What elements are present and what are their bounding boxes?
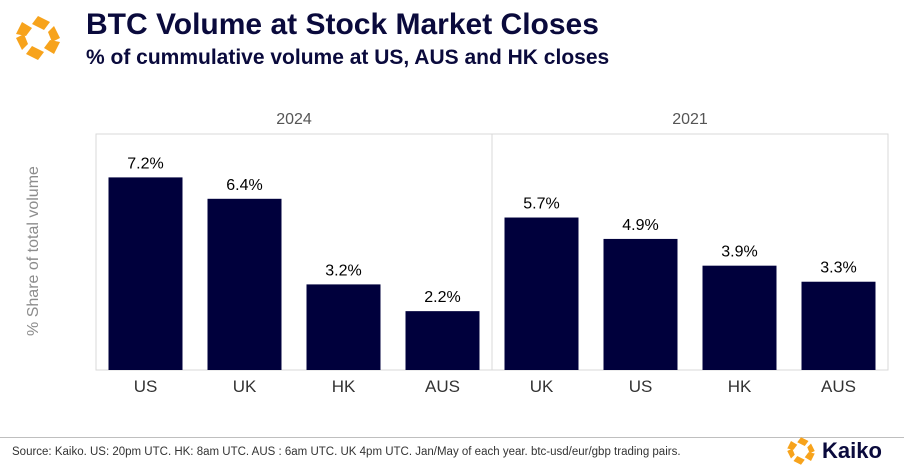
x-tick-label: HK bbox=[728, 377, 752, 396]
data-label: 7.2% bbox=[127, 155, 163, 172]
x-tick-label: HK bbox=[332, 377, 356, 396]
bar-chart: % Share of total volume 2024 7.2% US 6.4% UK… bbox=[25, 111, 889, 396]
brand-name: Kaiko bbox=[822, 438, 882, 463]
bar-2024-UK bbox=[207, 198, 282, 370]
data-label: 3.2% bbox=[325, 262, 361, 279]
kaiko-logo-icon bbox=[16, 16, 60, 60]
y-axis-label: % Share of total volume bbox=[25, 166, 42, 336]
x-tick-label: AUS bbox=[425, 377, 460, 396]
source-note: Source: Kaiko. US: 20pm UTC. HK: 8am UTC… bbox=[12, 446, 681, 458]
x-tick-label: US bbox=[629, 377, 653, 396]
chart-panels: 2024 7.2% US 6.4% UK 3.2% HK 2.2% AUS 2021 5.7% UK 4… bbox=[95, 111, 889, 396]
data-label: 6.4% bbox=[226, 177, 262, 194]
bar-2021-US bbox=[603, 238, 678, 370]
x-tick-label: AUS bbox=[821, 377, 856, 396]
chart-subtitle: % of cummulative volume at US, AUS and H… bbox=[86, 46, 610, 69]
panel-2024: 2024 7.2% US 6.4% UK 3.2% HK 2.2% AUS bbox=[95, 111, 493, 396]
kaiko-brand-icon bbox=[787, 437, 815, 465]
panel-title: 2024 bbox=[276, 111, 312, 128]
data-label: 4.9% bbox=[622, 217, 658, 234]
bar-2024-US bbox=[108, 177, 183, 370]
bar-2024-HK bbox=[306, 284, 381, 370]
x-tick-label: US bbox=[134, 377, 158, 396]
panel-title: 2021 bbox=[672, 111, 708, 128]
bar-2024-AUS bbox=[405, 311, 480, 370]
bar-2021-AUS bbox=[801, 281, 876, 370]
data-label: 5.7% bbox=[523, 196, 559, 213]
footer-divider bbox=[0, 437, 904, 438]
chart-title: BTC Volume at Stock Market Closes bbox=[86, 8, 599, 41]
panel-frame bbox=[491, 133, 889, 371]
x-tick-label: UK bbox=[233, 377, 257, 396]
data-label: 2.2% bbox=[424, 289, 460, 306]
data-label: 3.3% bbox=[820, 260, 856, 277]
bar-2021-HK bbox=[702, 265, 777, 370]
x-tick-label: UK bbox=[530, 377, 554, 396]
bar-2021-UK bbox=[504, 217, 579, 370]
data-label: 3.9% bbox=[721, 244, 757, 261]
panel-2021: 2021 5.7% UK 4.9% US 3.9% HK 3.3% AUS bbox=[491, 111, 889, 396]
brand-mark: Kaiko bbox=[786, 436, 882, 466]
